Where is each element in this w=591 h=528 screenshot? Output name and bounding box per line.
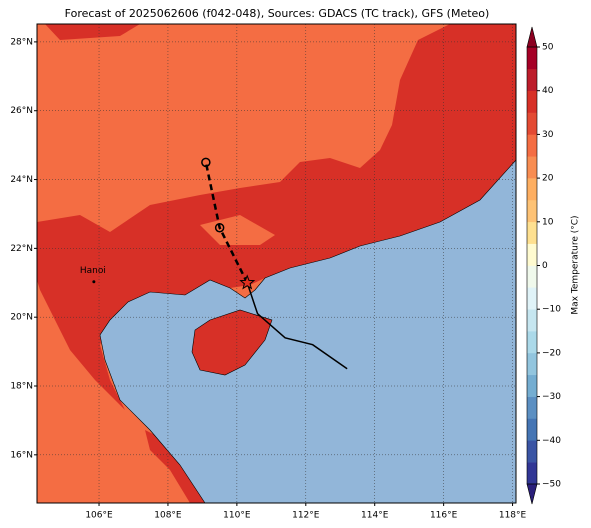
colorbar-tick-label: −10 <box>542 305 561 315</box>
lat-tick-label: 18°N <box>10 382 33 392</box>
lat-tick-label: 16°N <box>10 450 33 460</box>
lat-tick-label: 20°N <box>10 313 33 323</box>
colorbar-band <box>527 68 537 91</box>
forecast-point <box>214 222 225 233</box>
colorbar-tick-label: 20 <box>542 174 554 184</box>
colorbar-band <box>527 265 537 288</box>
lat-tick-label: 28°N <box>10 37 33 47</box>
island <box>191 309 273 376</box>
colorbar-tick-label: 0 <box>542 261 548 271</box>
colorbar-band <box>527 331 537 354</box>
map-title: Forecast of 2025062606 (f042-048), Sourc… <box>65 7 490 20</box>
colorbar-band <box>527 243 537 266</box>
city-label: Hanoi <box>80 266 106 276</box>
lat-tick-label: 22°N <box>10 244 33 254</box>
lon-tick-label: 114°E <box>361 511 389 521</box>
colorbar-band <box>527 90 537 113</box>
land-hot <box>37 24 516 410</box>
lon-tick-label: 106°E <box>85 511 113 521</box>
colorbar: −50 −40 −30 −20 −10 0 10 20 30 40 50 <box>526 26 561 505</box>
lon-tick-label: 112°E <box>292 511 320 521</box>
colorbar-band <box>527 287 537 310</box>
colorbar-band <box>527 440 537 463</box>
storm-position <box>239 274 256 290</box>
grid <box>37 24 516 503</box>
colorbar-band <box>527 374 537 397</box>
colorbar-band <box>527 418 537 441</box>
track: Hanoi <box>80 157 348 370</box>
colorbar-label: Max Temperature (°C) <box>571 215 581 314</box>
colorbar-tick-label: 50 <box>542 43 554 53</box>
colorbar-tick-label: −30 <box>542 392 561 402</box>
colorbar-tick-label: −40 <box>542 436 561 446</box>
track-forecast <box>204 162 249 284</box>
land-hot <box>45 24 140 40</box>
colorbar-band <box>527 112 537 135</box>
land-warm <box>200 215 275 245</box>
ocean <box>99 159 516 503</box>
colorbar-band <box>527 462 537 485</box>
lon-tick-label: 110°E <box>223 511 251 521</box>
lon-tick-label: 116°E <box>430 511 458 521</box>
colorbar-band <box>527 309 537 332</box>
map-area: Hanoi <box>37 24 516 503</box>
colorbar-tick-label: 10 <box>542 217 554 227</box>
lon-tick-label: 118°E <box>499 511 527 521</box>
colorbar-tick-label: −50 <box>542 480 561 490</box>
city-marker <box>92 280 96 284</box>
colorbar-tick-label: 30 <box>542 130 554 140</box>
colorbar-band <box>527 396 537 419</box>
colorbar-tick-label: 40 <box>542 86 554 96</box>
colorbar-band <box>527 156 537 179</box>
colorbar-band <box>527 178 537 201</box>
track-past <box>246 282 348 370</box>
forecast-point <box>201 157 211 168</box>
lat-tick-label: 24°N <box>10 175 33 185</box>
colorbar-tick-label: −20 <box>542 348 561 358</box>
colorbar-band <box>527 352 537 376</box>
colorbar-over <box>526 26 538 48</box>
land-hot <box>145 430 205 503</box>
colorbar-band <box>527 134 537 157</box>
colorbar-under <box>526 483 538 505</box>
colorbar-band <box>527 199 537 223</box>
colorbar-band <box>527 47 537 70</box>
lat-tick-label: 26°N <box>10 106 33 116</box>
lon-tick-label: 108°E <box>154 511 182 521</box>
colorbar-band <box>527 221 537 244</box>
map-frame <box>36 23 517 504</box>
